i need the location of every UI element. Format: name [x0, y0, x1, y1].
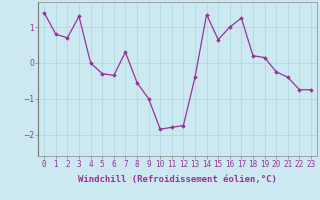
X-axis label: Windchill (Refroidissement éolien,°C): Windchill (Refroidissement éolien,°C)	[78, 175, 277, 184]
